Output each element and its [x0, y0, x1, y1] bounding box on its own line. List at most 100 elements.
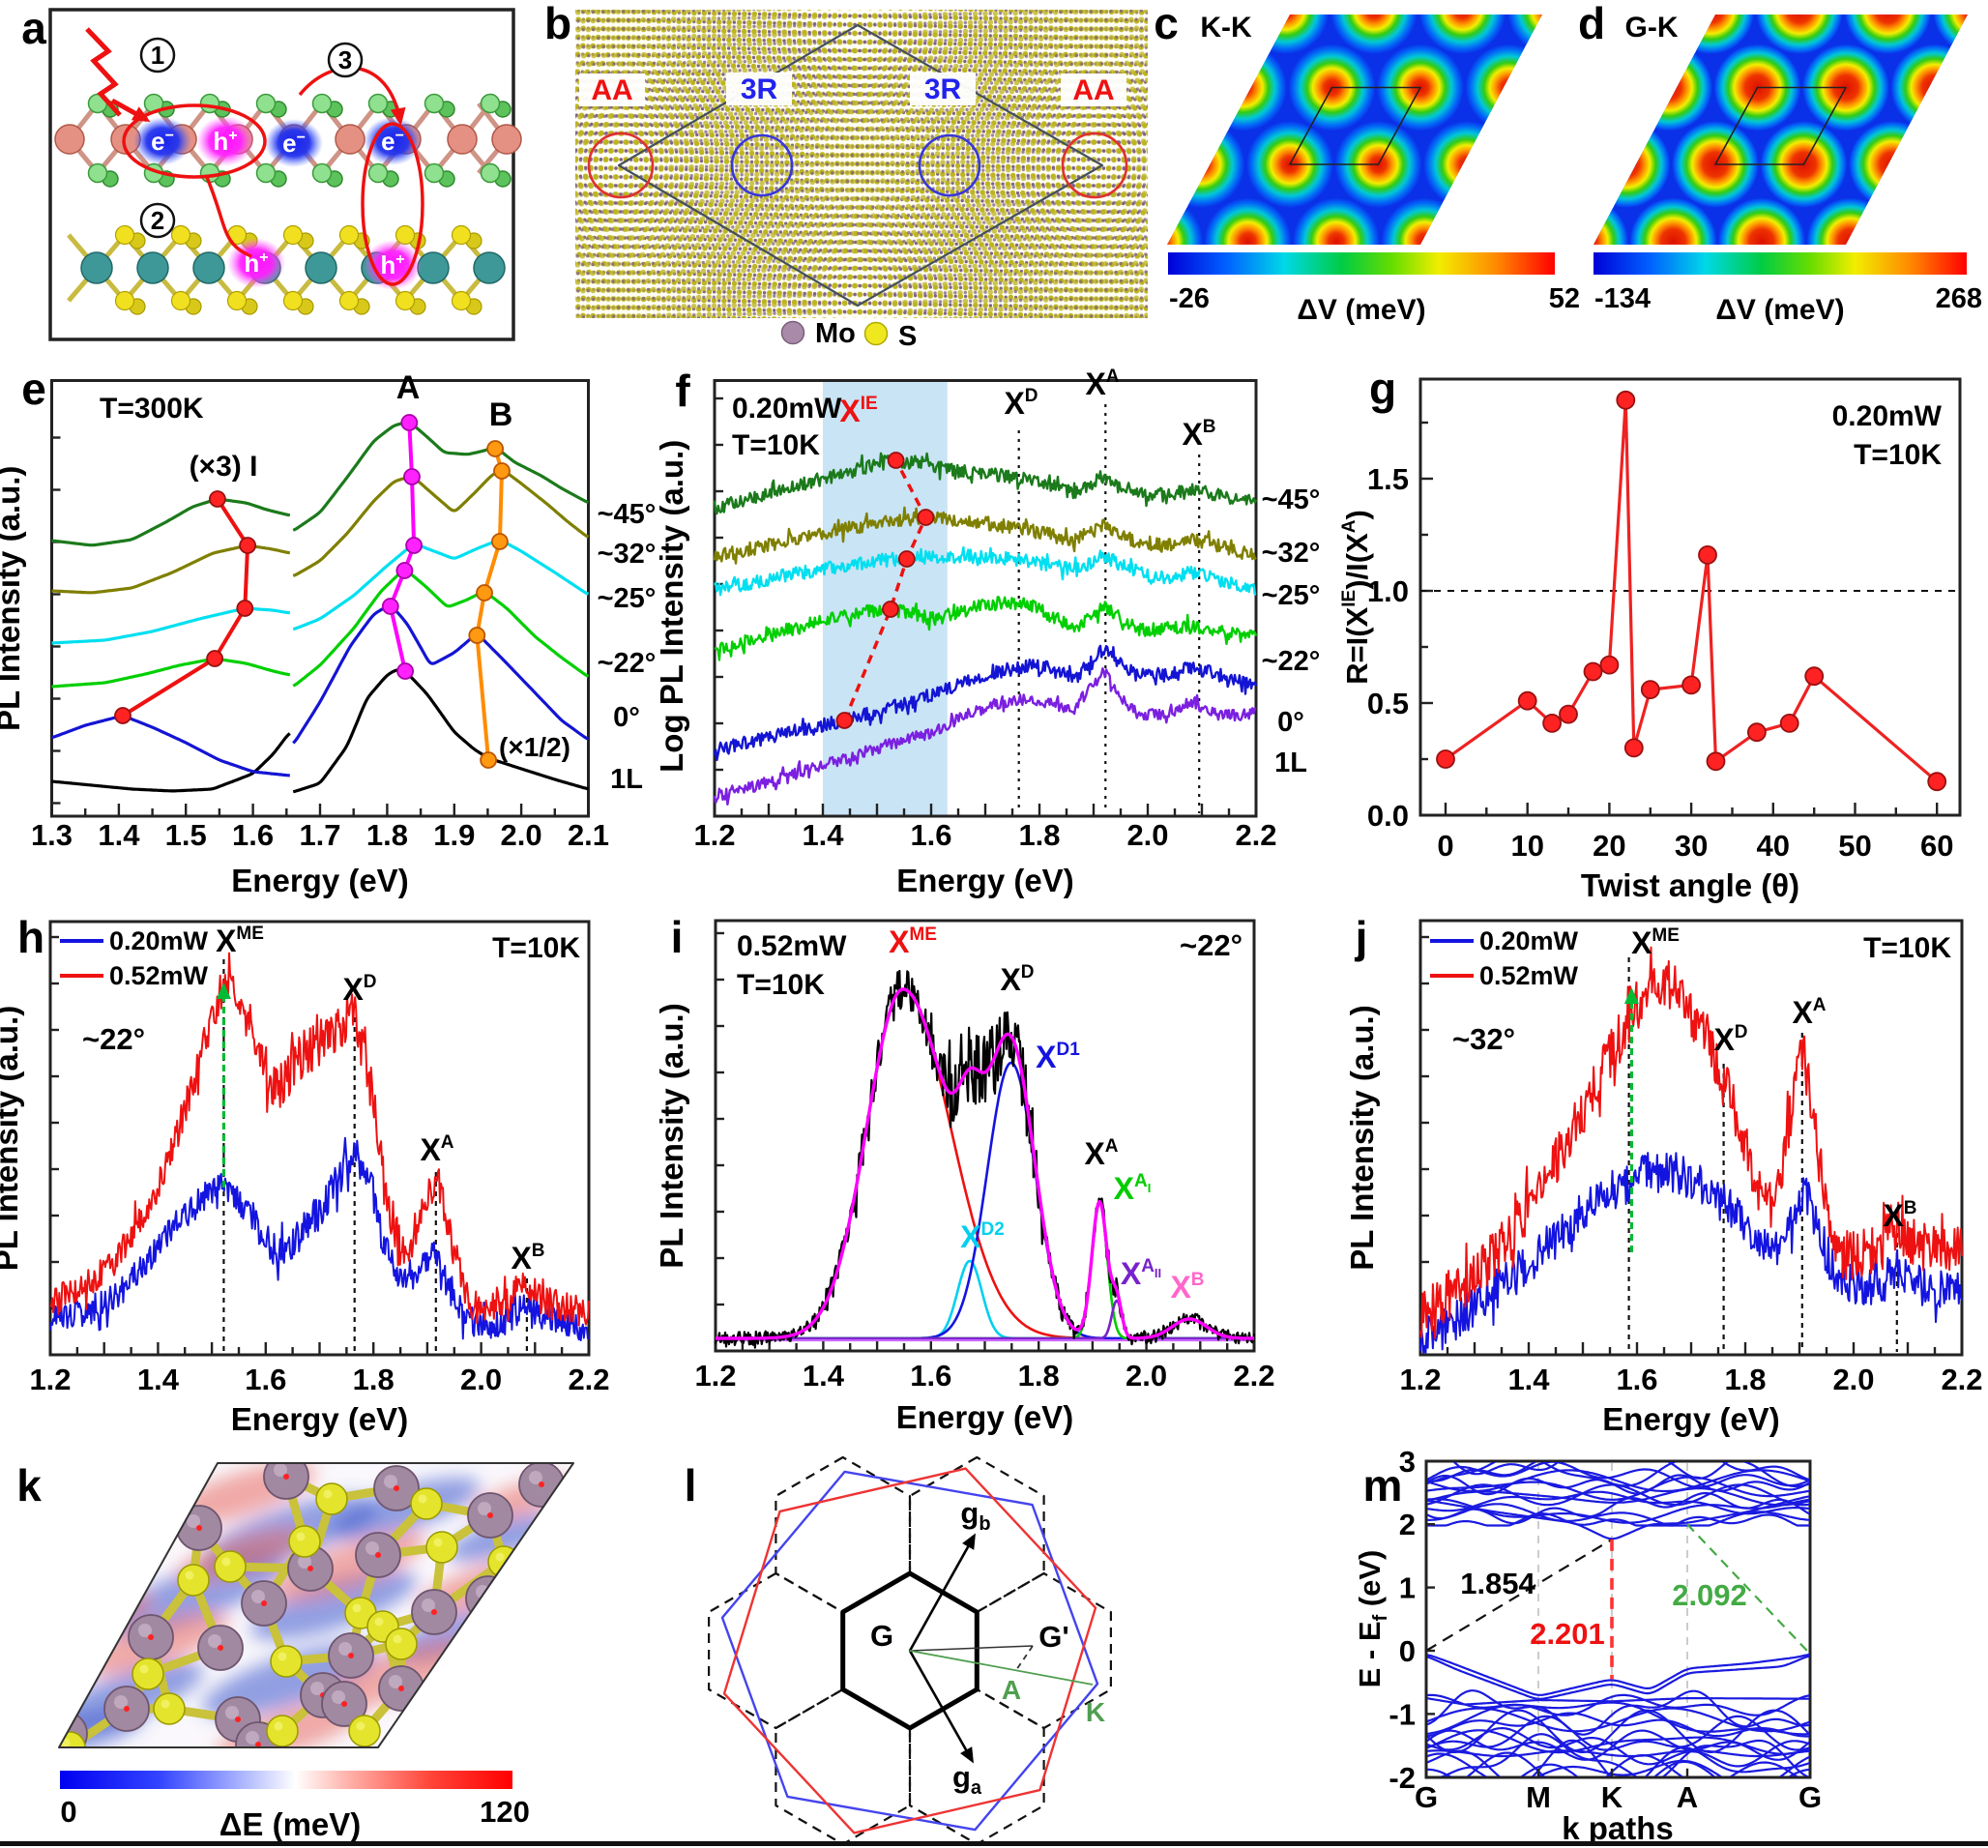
svg-text:0.20mW: 0.20mW	[1479, 926, 1579, 955]
svg-text:1.8: 1.8	[1018, 1359, 1060, 1393]
svg-text:h: h	[17, 912, 44, 962]
svg-text:2.2: 2.2	[1235, 818, 1276, 852]
svg-text:G: G	[870, 1619, 893, 1653]
svg-text:0°: 0°	[613, 702, 640, 733]
svg-text:1.6: 1.6	[232, 818, 274, 852]
svg-text:~22°: ~22°	[1262, 646, 1321, 677]
svg-text:2.2: 2.2	[1233, 1359, 1274, 1393]
svg-text:(×1/2): (×1/2)	[499, 732, 570, 762]
svg-text:3R: 3R	[741, 73, 778, 105]
svg-text:1L: 1L	[1274, 748, 1307, 778]
svg-text:2.2: 2.2	[568, 1363, 609, 1396]
svg-text:1.3: 1.3	[31, 818, 73, 852]
svg-text:-1: -1	[1389, 1697, 1416, 1731]
svg-text:l: l	[685, 1460, 697, 1511]
svg-text:1.6: 1.6	[910, 818, 951, 852]
svg-text:1.6: 1.6	[910, 1359, 951, 1393]
svg-text:~32°: ~32°	[1452, 1022, 1515, 1056]
svg-text:0.52mW: 0.52mW	[109, 961, 209, 990]
svg-text:0: 0	[1437, 829, 1453, 863]
svg-text:1.854: 1.854	[1460, 1567, 1535, 1600]
svg-text:ΔV (meV): ΔV (meV)	[1297, 294, 1425, 326]
svg-text:Energy (eV): Energy (eV)	[896, 1399, 1073, 1435]
svg-text:2: 2	[151, 206, 164, 235]
svg-text:k paths: k paths	[1562, 1810, 1674, 1846]
svg-text:20: 20	[1593, 829, 1625, 863]
svg-text:2.1: 2.1	[568, 818, 609, 852]
svg-text:Energy (eV): Energy (eV)	[231, 863, 408, 898]
svg-text:1.2: 1.2	[693, 818, 735, 852]
svg-text:1.6: 1.6	[245, 1363, 286, 1396]
svg-text:PL Intensity (a.u.): PL Intensity (a.u.)	[654, 1003, 689, 1268]
svg-text:Energy (eV): Energy (eV)	[1602, 1401, 1779, 1437]
svg-text:A: A	[396, 369, 421, 406]
svg-text:1: 1	[151, 41, 164, 70]
svg-text:XD: XD	[1004, 386, 1038, 421]
svg-text:T=10K: T=10K	[732, 429, 820, 461]
svg-text:1.0: 1.0	[1367, 574, 1409, 608]
svg-text:Mo: Mo	[815, 318, 856, 349]
svg-text:2: 2	[1399, 1508, 1416, 1541]
svg-text:2.0: 2.0	[1126, 818, 1168, 852]
svg-text:XA: XA	[1085, 367, 1119, 401]
svg-text:j: j	[1355, 912, 1368, 962]
svg-text:2.201: 2.201	[1530, 1617, 1605, 1651]
svg-text:1.8: 1.8	[353, 1363, 395, 1396]
svg-text:1.8: 1.8	[366, 818, 408, 852]
svg-text:1.2: 1.2	[694, 1359, 736, 1393]
svg-text:0.52mW: 0.52mW	[737, 930, 847, 962]
svg-text:ΔV (meV): ΔV (meV)	[1715, 294, 1844, 326]
svg-text:AA: AA	[591, 74, 632, 106]
svg-text:T=300K: T=300K	[100, 393, 204, 425]
svg-text:K-K: K-K	[1200, 12, 1252, 44]
svg-text:1.8: 1.8	[1018, 818, 1060, 852]
svg-text:~32°: ~32°	[598, 539, 657, 570]
svg-text:m: m	[1363, 1460, 1403, 1511]
svg-text:G': G'	[1038, 1620, 1068, 1654]
svg-text:i: i	[671, 912, 684, 962]
svg-text:PL Intensity (a.u.): PL Intensity (a.u.)	[1344, 1005, 1380, 1270]
svg-text:1.4: 1.4	[137, 1363, 180, 1396]
svg-text:1.5: 1.5	[1367, 462, 1409, 496]
svg-text:e: e	[21, 364, 46, 414]
svg-text:~25°: ~25°	[1262, 580, 1321, 611]
svg-text:~25°: ~25°	[598, 583, 657, 614]
svg-text:G-K: G-K	[1625, 12, 1679, 44]
svg-text:T=10K: T=10K	[492, 932, 580, 964]
svg-text:~32°: ~32°	[1262, 538, 1321, 569]
svg-text:Log PL Intensity (a.u.): Log PL Intensity (a.u.)	[654, 440, 689, 773]
svg-text:Twist angle (θ): Twist angle (θ)	[1581, 867, 1799, 903]
svg-text:0: 0	[60, 1795, 76, 1829]
svg-text:K: K	[1601, 1780, 1623, 1814]
svg-text:(×3) I: (×3) I	[190, 451, 258, 483]
svg-text:A: A	[1677, 1780, 1698, 1814]
svg-text:40: 40	[1757, 829, 1790, 863]
svg-text:2.0: 2.0	[1126, 1359, 1167, 1393]
svg-text:~45°: ~45°	[1262, 484, 1321, 515]
svg-text:2.0: 2.0	[460, 1363, 502, 1396]
svg-text:T=10K: T=10K	[1863, 932, 1951, 964]
svg-text:3: 3	[338, 45, 352, 74]
svg-text:1.9: 1.9	[433, 818, 475, 852]
svg-text:268: 268	[1936, 283, 1982, 314]
svg-text:1.6: 1.6	[1616, 1363, 1657, 1396]
svg-text:T=10K: T=10K	[1854, 439, 1942, 471]
svg-text:a: a	[21, 3, 46, 53]
svg-text:1L: 1L	[610, 764, 643, 795]
svg-text:-26: -26	[1169, 283, 1210, 314]
svg-text:~22°: ~22°	[598, 648, 657, 679]
svg-text:S: S	[898, 321, 917, 352]
svg-text:60: 60	[1920, 829, 1953, 863]
svg-text:PL Intensity (a.u.): PL Intensity (a.u.)	[0, 466, 26, 731]
svg-text:R=I(XIE)/I(XA): R=I(XIE)/I(XA)	[1339, 510, 1374, 685]
svg-text:d: d	[1578, 0, 1605, 48]
svg-text:1.4: 1.4	[802, 818, 844, 852]
svg-text:2.2: 2.2	[1941, 1363, 1982, 1396]
svg-text:50: 50	[1838, 829, 1871, 863]
svg-text:0.20mW: 0.20mW	[732, 393, 842, 425]
svg-text:0.0: 0.0	[1367, 799, 1409, 833]
svg-text:f: f	[675, 366, 690, 416]
svg-text:K: K	[1086, 1697, 1105, 1727]
svg-text:c: c	[1154, 0, 1179, 48]
svg-text:2.0: 2.0	[501, 818, 542, 852]
